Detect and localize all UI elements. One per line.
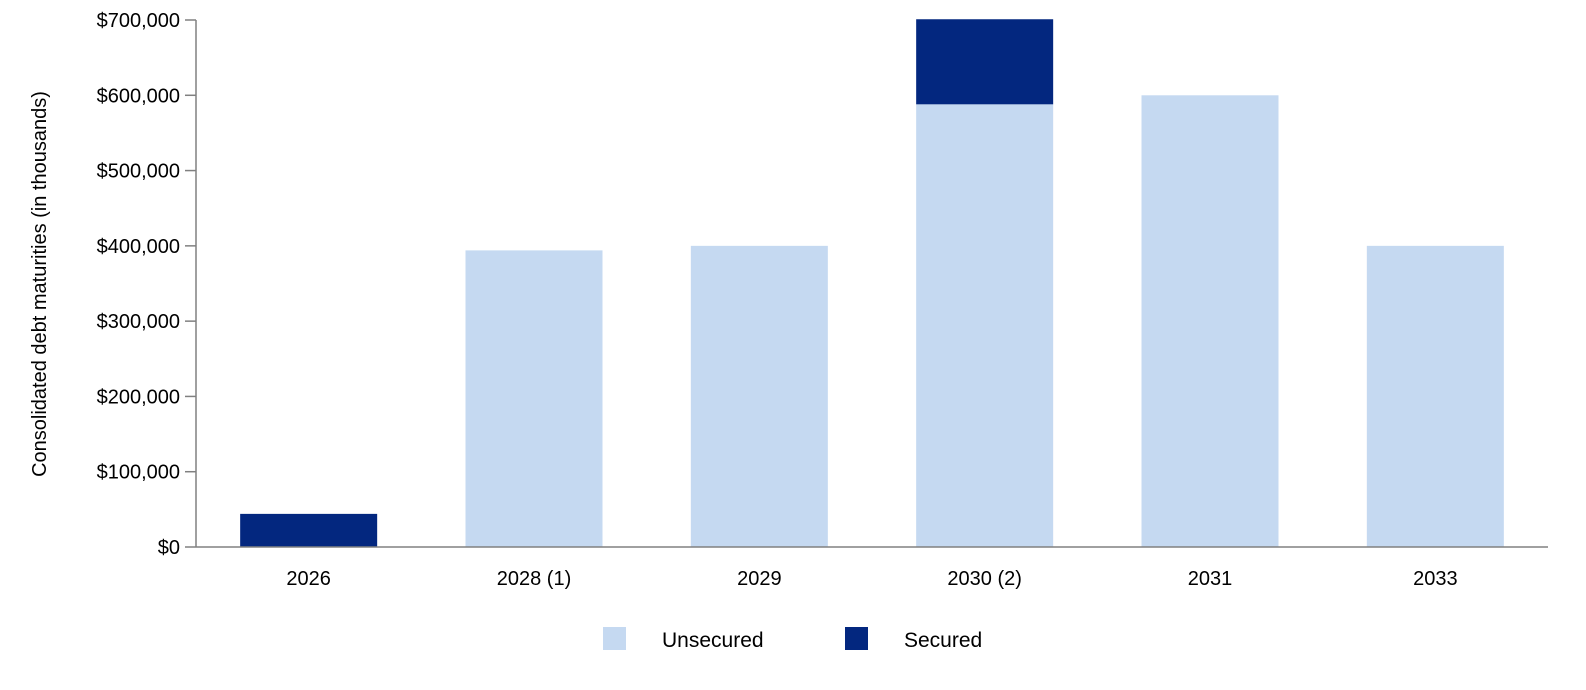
y-axis-title: Consolidated debt maturities (in thousan… (29, 91, 51, 477)
legend-label-secured: Secured (904, 629, 982, 652)
y-tick-label-0: $0 (158, 537, 180, 559)
bar-unsecured-3 (916, 104, 1054, 547)
legend-label-unsecured: Unsecured (662, 629, 764, 652)
bar-unsecured-5 (1366, 245, 1504, 547)
bar-secured-0 (240, 513, 378, 547)
x-tick-label-0: 2026 (286, 568, 331, 590)
y-tick-label-4: $400,000 (97, 236, 180, 258)
y-axis: $0 $100,000 $200,000 $300,000 $400,000 $500,0… (97, 10, 197, 559)
y-tick-label-2: $200,000 (97, 386, 180, 408)
y-tick-label-6: $600,000 (97, 85, 180, 107)
bar-secured-3 (916, 19, 1054, 105)
x-tick-label-2: 2029 (737, 568, 782, 590)
y-tick-label-5: $500,000 (97, 161, 180, 183)
legend-swatch-unsecured (603, 627, 626, 650)
y-tick-label-3: $300,000 (97, 311, 180, 333)
x-tick-label-3: 2030 (2) (947, 568, 1022, 590)
bar-unsecured-4 (1141, 95, 1279, 548)
bar-unsecured-2 (690, 245, 828, 547)
y-tick-label-1: $100,000 (97, 462, 180, 484)
x-tick-label-1: 2028 (1) (497, 568, 572, 590)
bars-group (240, 19, 1504, 548)
x-tick-label-5: 2033 (1413, 568, 1458, 590)
x-axis: 2026 2028 (1) 2029 2030 (2) 2031 2033 (196, 546, 1548, 590)
y-tick-label-7: $700,000 (97, 10, 180, 32)
legend: Unsecured Secured (603, 627, 982, 652)
legend-swatch-secured (845, 627, 868, 650)
x-tick-label-4: 2031 (1188, 568, 1233, 590)
bar-unsecured-1 (465, 250, 603, 548)
